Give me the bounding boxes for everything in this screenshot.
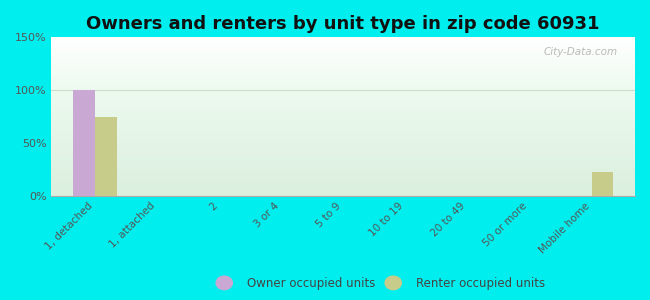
Text: Renter occupied units: Renter occupied units [416, 277, 545, 290]
Bar [592, 172, 613, 196]
Bar [95, 116, 116, 196]
Text: Owner occupied units: Owner occupied units [247, 277, 376, 290]
Title: Owners and renters by unit type in zip code 60931: Owners and renters by unit type in zip c… [86, 15, 600, 33]
Text: City-Data.com: City-Data.com [543, 47, 618, 57]
Bar [73, 90, 95, 196]
